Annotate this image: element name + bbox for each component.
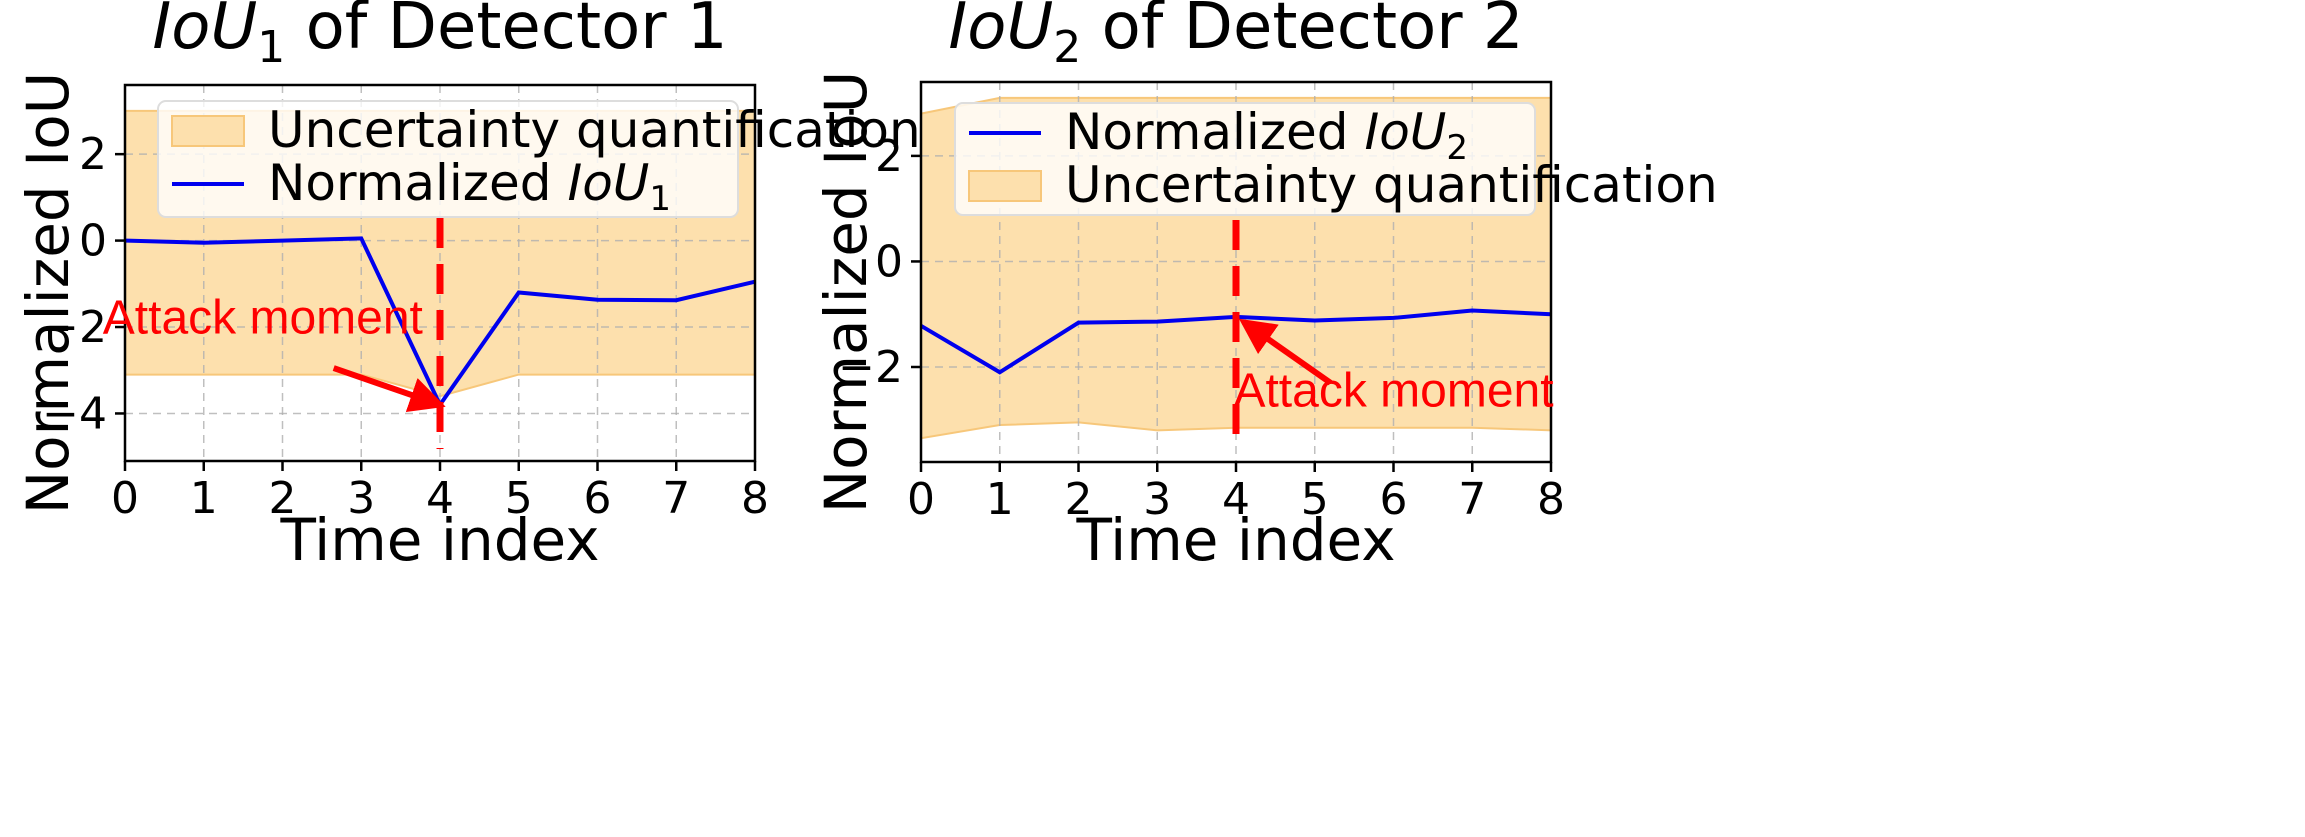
legend-box	[157, 100, 739, 218]
legend-text-iou: IoU	[1364, 103, 1446, 161]
x-tick-label: 6	[1380, 474, 1408, 525]
legend-text-subscript: 2	[1446, 128, 1468, 168]
x-tick-label: 0	[907, 474, 935, 525]
chart-title: IoU2 of Detector 2	[948, 0, 1523, 73]
x-tick-label: 5	[505, 473, 533, 524]
x-tick-label: 0	[111, 473, 139, 524]
legend-label-uncertainty: Uncertainty quantification	[1065, 156, 1718, 214]
title-subscript: 1	[257, 22, 285, 73]
y-tick-label: −2	[42, 302, 107, 353]
attack-moment-arrow	[1238, 318, 1333, 386]
x-tick-label: 1	[986, 474, 1014, 525]
title-iou: IoU	[152, 0, 257, 64]
x-tick-label: 4	[426, 473, 454, 524]
x-tick-label: 7	[662, 473, 690, 524]
y-axis-label: Normalized IoU	[14, 72, 82, 514]
legend-label-normalized-iou: Normalized IoU1	[268, 154, 671, 219]
x-tick-label: 2	[1065, 474, 1093, 525]
x-tick-label: 7	[1458, 474, 1486, 525]
y-axis-label: Normalized IoU	[812, 71, 880, 513]
title-rest: of Detector 1	[285, 0, 727, 64]
x-tick-label: 6	[584, 473, 612, 524]
x-tick-label: 4	[1222, 474, 1250, 525]
title-rest: of Detector 2	[1081, 0, 1523, 64]
legend-text-main: Normalized	[268, 154, 567, 212]
x-tick-label: 3	[1143, 474, 1171, 525]
x-tick-label: 3	[347, 473, 375, 524]
attack-moment-label: Attack moment	[103, 292, 423, 345]
chart-title: IoU1 of Detector 1	[152, 0, 727, 73]
x-axis-label: Time index	[1075, 506, 1395, 574]
y-tick-label: 2	[875, 131, 903, 182]
legend-label-normalized-iou: Normalized IoU2	[1065, 103, 1468, 168]
x-axis-label: Time index	[279, 506, 599, 574]
y-tick-label: 2	[79, 129, 107, 180]
legend-box	[954, 102, 1536, 216]
legend-text-main: Normalized	[1065, 103, 1364, 161]
legend-text-subscript: 1	[649, 179, 671, 219]
y-tick-label: 0	[79, 216, 107, 267]
y-tick-label: −4	[42, 388, 107, 439]
y-tick-label: 0	[875, 236, 903, 287]
attack-moment-arrow	[332, 365, 446, 413]
legend-swatch-band	[968, 170, 1042, 202]
legend-text-iou: IoU	[567, 154, 649, 212]
x-tick-label: 8	[741, 473, 769, 524]
title-iou: IoU	[948, 0, 1053, 64]
attack-moment-label: Attack moment	[1233, 365, 1553, 418]
title-subscript: 2	[1053, 22, 1081, 73]
legend-swatch-band	[171, 115, 245, 147]
y-tick-label: −2	[838, 342, 903, 393]
legend-label-uncertainty: Uncertainty quantification	[268, 101, 921, 159]
x-tick-label: 8	[1537, 474, 1565, 525]
x-tick-label: 2	[269, 473, 297, 524]
x-tick-label: 5	[1301, 474, 1329, 525]
x-tick-label: 1	[190, 473, 218, 524]
